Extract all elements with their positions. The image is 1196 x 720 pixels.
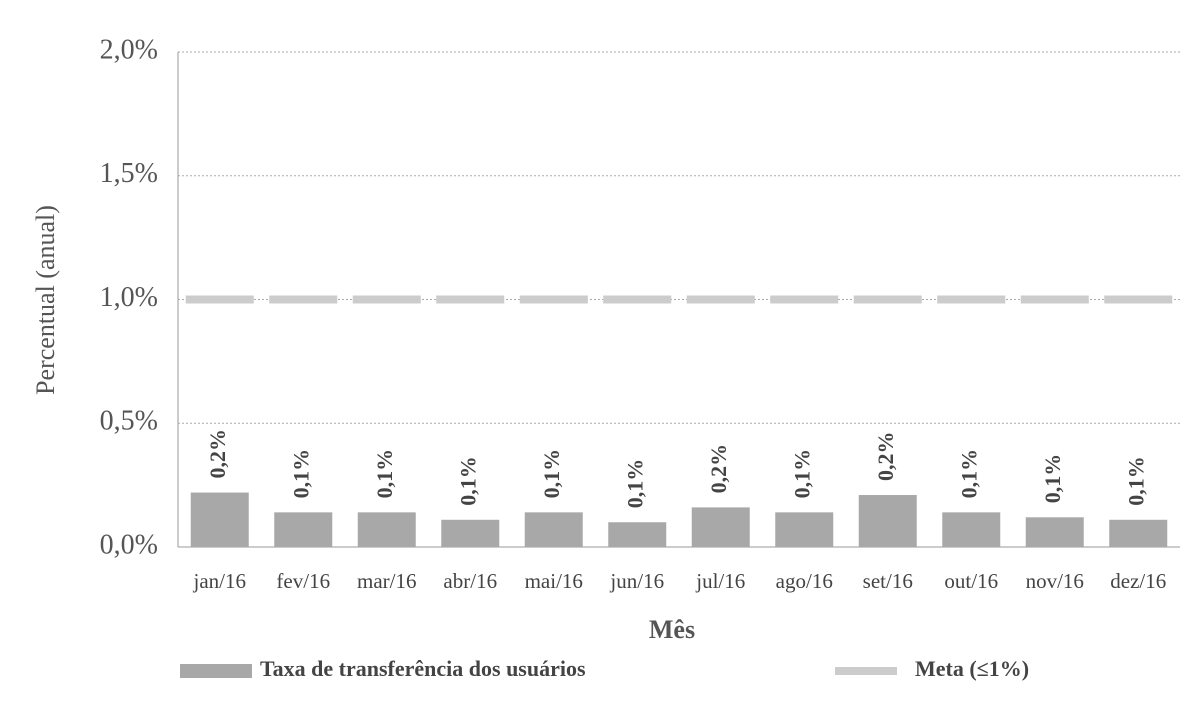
bar bbox=[441, 519, 500, 547]
bar bbox=[775, 512, 834, 547]
x-tick-label: jun/16 bbox=[609, 569, 664, 593]
x-tick-label: jan/16 bbox=[193, 569, 247, 593]
x-tick-label: jul/16 bbox=[695, 569, 745, 593]
y-axis-title: Percentual (anual) bbox=[31, 205, 60, 395]
x-axis-title: Mês bbox=[649, 615, 695, 644]
bar bbox=[524, 512, 583, 547]
data-label: 0,1% bbox=[956, 449, 981, 499]
data-label: 0,1% bbox=[789, 449, 814, 499]
bar bbox=[691, 507, 750, 547]
data-label: 0,1% bbox=[1040, 454, 1065, 504]
x-tick-label: fev/16 bbox=[276, 569, 330, 593]
data-label: 0,1% bbox=[372, 449, 397, 499]
x-tick-label: nov/16 bbox=[1026, 569, 1084, 593]
bar bbox=[357, 512, 416, 547]
legend-label: Taxa de transferência dos usuários bbox=[260, 656, 586, 681]
data-label: 0,1% bbox=[539, 449, 564, 499]
bar bbox=[274, 512, 333, 547]
bar bbox=[1109, 519, 1168, 547]
data-label: 0,2% bbox=[873, 432, 898, 482]
x-tick-label: ago/16 bbox=[776, 569, 833, 593]
y-tick-label: 1,5% bbox=[100, 158, 158, 189]
y-tick-label: 0,5% bbox=[100, 406, 158, 437]
bar bbox=[858, 495, 917, 547]
data-label: 0,2% bbox=[706, 444, 731, 494]
y-tick-label: 1,0% bbox=[100, 282, 158, 313]
bar bbox=[190, 492, 249, 547]
x-tick-label: mar/16 bbox=[357, 569, 416, 593]
data-label: 0,1% bbox=[1123, 456, 1148, 506]
data-label: 0,1% bbox=[455, 456, 480, 506]
bar bbox=[608, 522, 667, 547]
legend-swatch bbox=[180, 664, 252, 678]
legend-label: Meta (≤1%) bbox=[915, 656, 1029, 681]
x-tick-label: abr/16 bbox=[443, 569, 497, 593]
bar bbox=[942, 512, 1001, 547]
data-label: 0,2% bbox=[205, 429, 230, 479]
x-tick-label: out/16 bbox=[944, 569, 998, 593]
y-tick-label: 0,0% bbox=[100, 529, 158, 560]
x-tick-label: mai/16 bbox=[525, 569, 583, 593]
data-label: 0,1% bbox=[288, 449, 313, 499]
x-tick-label: set/16 bbox=[863, 569, 913, 593]
x-tick-label: dez/16 bbox=[1110, 569, 1166, 593]
y-tick-label: 2,0% bbox=[100, 34, 158, 65]
data-label: 0,1% bbox=[622, 459, 647, 509]
bar bbox=[1025, 517, 1084, 547]
